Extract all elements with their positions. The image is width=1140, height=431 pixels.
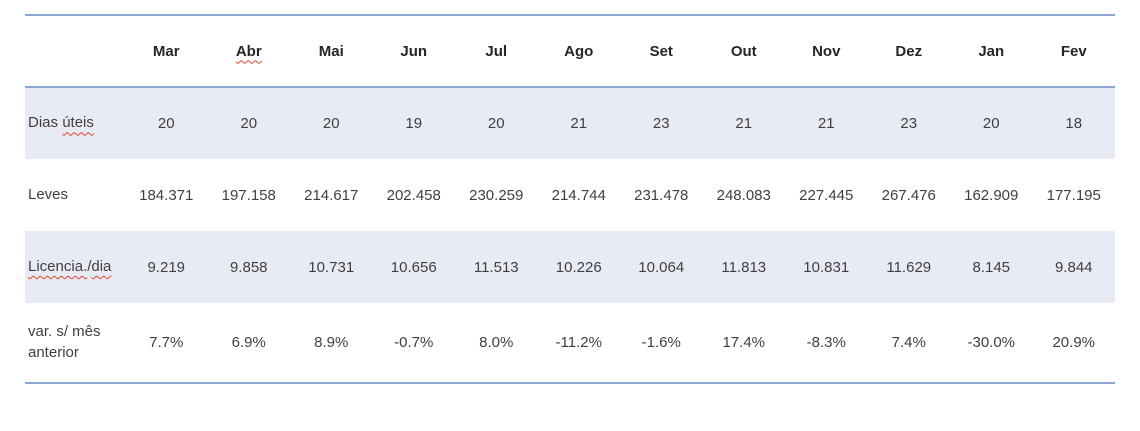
value-cell: 23 (652, 115, 670, 132)
value-cell: 20 (240, 115, 258, 132)
month-header-cell: Jul (455, 15, 538, 87)
value-cell: 20 (982, 115, 1000, 132)
table-row: Dias úteis 20 20 20 19 20 21 23 21 21 23 20 18 (25, 87, 1115, 159)
value-cell: 11.513 (473, 258, 519, 276)
value-cell: 7.7% (149, 334, 184, 351)
value-cell: 214.744 (551, 186, 606, 204)
value-cell: -1.6% (641, 334, 681, 351)
row-label-cell: Dias úteis (25, 87, 125, 159)
value-cell: 184.371 (139, 186, 194, 204)
month-header-cell: Jan (950, 15, 1033, 87)
label-text: Jul (485, 42, 508, 60)
month-header-cell: Ago (538, 15, 621, 87)
row-label-cell: Leves (25, 159, 125, 231)
value-cell: 9.858 (229, 258, 268, 276)
value-cell: 20 (157, 115, 175, 132)
table-row: var. s/ mês anterior 7.7% 6.9% 8.9% -0.7% 8.0… (25, 303, 1115, 383)
month-header-cell: Dez (868, 15, 951, 87)
value-cell: 197.158 (221, 186, 276, 204)
value-cell: 267.476 (881, 186, 936, 204)
table-row: Licencia./dia 9.219 9.858 10.731 10.656 11.51… (25, 231, 1115, 303)
table-row: Leves 184.371 197.158 214.617 202.458 230.259… (25, 159, 1115, 231)
value-cell: 23 (900, 115, 918, 132)
month-header-cell: Abr (208, 15, 291, 87)
label-text: Leves (28, 185, 69, 203)
value-cell: 18 (1065, 115, 1083, 132)
value-cell: 10.731 (308, 258, 355, 276)
corner-cell (25, 15, 125, 87)
value-cell: 214.617 (304, 186, 359, 204)
value-cell: 11.813 (721, 258, 767, 276)
table-header-row: Mar Abr Mai Jun Jul Ago Set Out Nov Dez Jan Fev (25, 15, 1115, 87)
label-text: Jun (400, 42, 428, 60)
table-header: Mar Abr Mai Jun Jul Ago Set Out Nov Dez Jan Fev (25, 15, 1115, 87)
value-cell: 10.831 (803, 258, 850, 276)
month-header-cell: Nov (785, 15, 868, 87)
value-cell: 10.226 (555, 258, 602, 276)
value-cell: -8.3% (806, 334, 846, 351)
misspelled-word: Licencia. (28, 257, 88, 275)
label-text: Dez (895, 42, 923, 60)
value-cell: 9.219 (147, 258, 186, 276)
value-cell: 227.445 (799, 186, 854, 204)
value-cell: 231.478 (634, 186, 689, 204)
value-cell: -0.7% (394, 334, 434, 351)
value-cell: 10.064 (638, 258, 685, 276)
misspelled-word: úteis (62, 114, 94, 132)
value-cell: 11.629 (886, 258, 932, 276)
value-cell: 19 (405, 115, 423, 132)
label-text: Set (649, 42, 673, 60)
value-cell: 21 (570, 115, 588, 132)
label-text: Ago (564, 42, 594, 60)
label-text: var. s/ mês anterior (28, 323, 101, 361)
month-header-cell: Mar (125, 15, 208, 87)
value-cell: 177.195 (1046, 186, 1101, 204)
value-cell: -30.0% (967, 334, 1016, 351)
label-text: Fev (1060, 42, 1087, 60)
value-cell: 8.0% (479, 334, 514, 351)
value-cell: 230.259 (469, 186, 524, 204)
value-cell: 6.9% (231, 334, 266, 351)
value-cell: 9.844 (1054, 258, 1093, 276)
value-cell: 8.145 (972, 258, 1011, 276)
value-cell: 248.083 (716, 186, 771, 204)
misspelled-word: dia (91, 257, 112, 275)
label-text: Dias (28, 114, 63, 132)
monthly-metrics-table: Mar Abr Mai Jun Jul Ago Set Out Nov Dez Jan Fev Dia… (25, 14, 1115, 384)
value-cell: 8.9% (314, 334, 349, 351)
label-text: Mai (318, 42, 344, 60)
label-text: Out (730, 42, 757, 60)
month-header-cell: Set (620, 15, 703, 87)
month-header-cell: Fev (1033, 15, 1116, 87)
label-text: Nov (812, 42, 841, 60)
value-cell: 21 (817, 115, 835, 132)
value-cell: 202.458 (386, 186, 441, 204)
value-cell: -11.2% (555, 334, 602, 351)
misspelled-word: Abr (235, 42, 262, 60)
month-header-cell: Jun (373, 15, 456, 87)
value-cell: 7.4% (891, 334, 926, 351)
value-cell: 17.4% (722, 334, 766, 351)
label-text: Jan (978, 42, 1005, 60)
value-cell: 162.909 (964, 186, 1019, 204)
row-label-cell: Licencia./dia (25, 231, 125, 303)
label-text: / (87, 257, 92, 275)
value-cell: 10.656 (390, 258, 437, 276)
value-cell: 20.9% (1052, 334, 1096, 351)
value-cell: 21 (735, 115, 753, 132)
value-cell: 20 (322, 115, 340, 132)
row-label-cell: var. s/ mês anterior (25, 303, 125, 383)
label-text: Mar (152, 42, 180, 60)
value-cell: 20 (487, 115, 505, 132)
monthly-metrics-table-container: Mar Abr Mai Jun Jul Ago Set Out Nov Dez Jan Fev Dia… (25, 14, 1115, 384)
table-body: Dias úteis 20 20 20 19 20 21 23 21 21 23 20 18 Leves 1… (25, 87, 1115, 383)
month-header-cell: Mai (290, 15, 373, 87)
month-header-cell: Out (703, 15, 786, 87)
